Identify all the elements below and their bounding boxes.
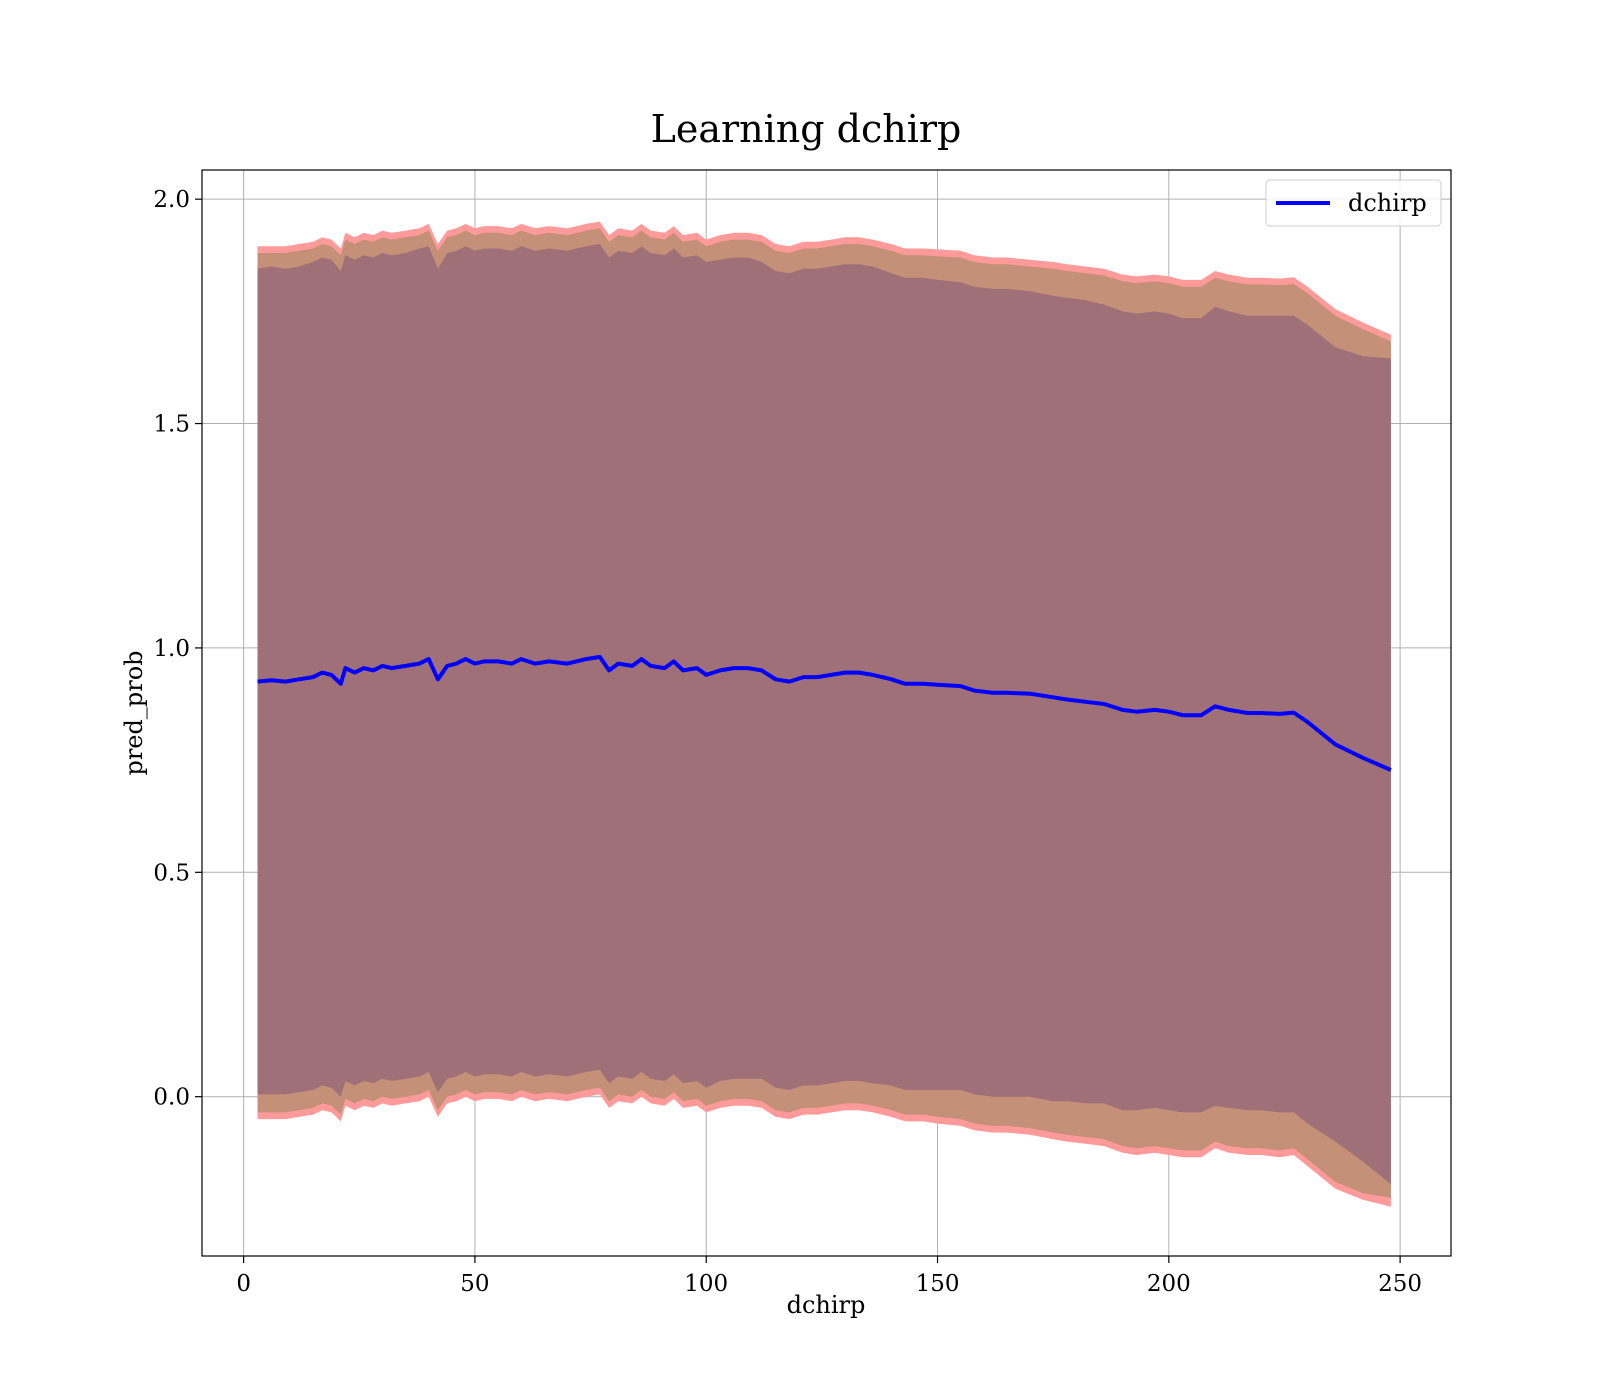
legend: dchirp	[1265, 179, 1442, 227]
legend-label-dchirp: dchirp	[1348, 189, 1427, 217]
confidence-bands	[257, 221, 1391, 1207]
x-axis-label: dchirp	[787, 1291, 866, 1319]
series-lines	[257, 654, 1392, 772]
series-line-dchirp	[257, 654, 1392, 772]
x-tick-label: 200	[1147, 1271, 1191, 1297]
x-tick-label: 0	[236, 1271, 251, 1297]
y-tick-label: 0.0	[153, 1085, 190, 1111]
chart-title: Learning dchirp	[651, 107, 962, 151]
plot-area-frame	[201, 169, 1452, 1257]
y-tick-label: 2.0	[153, 187, 190, 213]
y-tick-label: 1.5	[153, 412, 190, 438]
y-axis-label: pred_prob	[120, 650, 148, 775]
y-axis-ticks: 0.0 0.5 1.0 1.5 2.0	[153, 187, 202, 1111]
band-inner	[257, 244, 1391, 1185]
legend-box	[1265, 179, 1442, 227]
y-tick-label: 0.5	[153, 860, 190, 886]
x-axis-ticks: 0 50 100 150 200 250	[236, 1256, 1422, 1297]
x-tick-label: 250	[1378, 1271, 1422, 1297]
x-tick-label: 100	[684, 1271, 728, 1297]
y-tick-label: 1.0	[153, 636, 190, 662]
x-tick-label: 150	[916, 1271, 960, 1297]
x-tick-label: 50	[460, 1271, 489, 1297]
